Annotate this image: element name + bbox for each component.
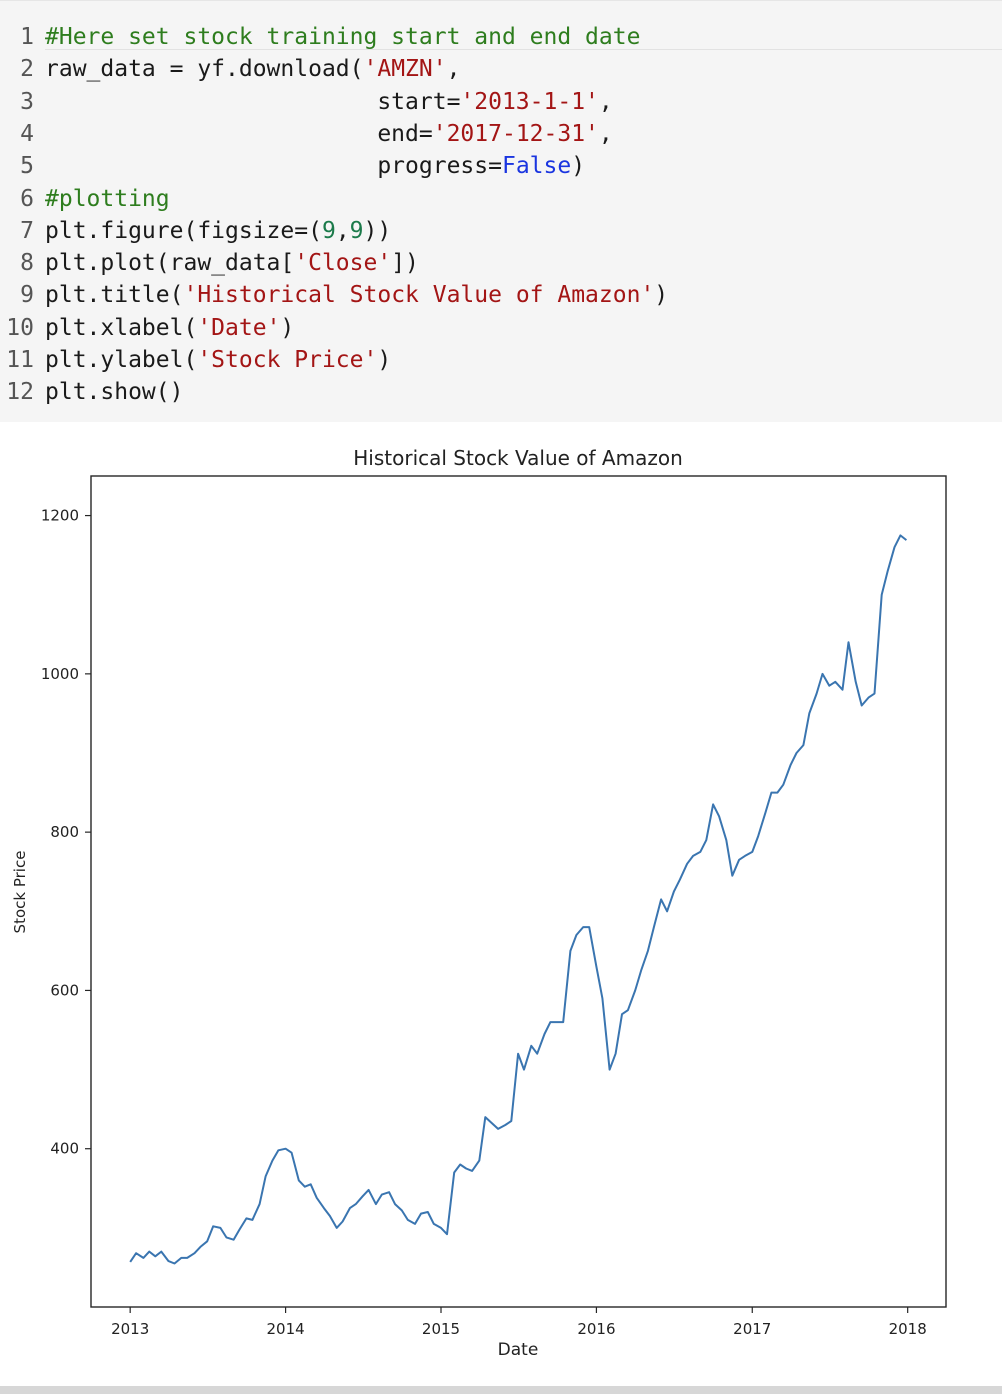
code-token: ]) <box>391 250 419 277</box>
code-token: plt.plot(raw_data[ <box>45 250 295 277</box>
chart-title: Historical Stock Value of Amazon <box>353 446 683 470</box>
code-line[interactable]: 12 plt.show() <box>0 376 183 408</box>
line-number: 5 <box>20 153 34 180</box>
code-token: , <box>335 217 350 244</box>
code-token: 9 <box>321 217 336 244</box>
code-line[interactable]: 1 #Here set stock training start and end … <box>0 21 640 53</box>
code-token: 9 <box>349 217 364 244</box>
code-token: '2017-12-31' <box>432 120 599 147</box>
code-line[interactable]: 7 plt.figure(figsize=(9,9)) <box>0 215 391 247</box>
x-tick-label: 2015 <box>422 1320 460 1338</box>
code-token: 'Stock Price' <box>197 347 378 373</box>
series-line-close <box>129 534 908 1265</box>
code-line[interactable]: 2 raw_data = yf.download('AMZN', <box>0 53 460 85</box>
code-token: 'Historical Stock Value of Amazon' <box>183 282 655 309</box>
code-token: plt.figure(figsize=( <box>45 217 322 244</box>
code-line[interactable]: 9 plt.title('Historical Stock Value of Am… <box>0 279 668 311</box>
code-token: raw_data = yf.download( <box>45 56 364 83</box>
code-token: , <box>446 56 461 83</box>
code-token: False <box>501 153 572 180</box>
code-token: plt.show() <box>45 379 184 406</box>
code-token: )) <box>363 217 392 244</box>
code-line[interactable]: 6 #plotting <box>0 183 170 215</box>
code-token: ) <box>280 314 295 341</box>
code-token: end= <box>45 120 433 147</box>
line-chart: Historical Stock Value of Amazon 400 600 8… <box>11 446 947 1360</box>
code-token: '2013-1-1' <box>460 88 599 115</box>
code-token: ) <box>377 347 392 373</box>
x-axis: 2013 2014 2015 2016 2017 2018 <box>111 1307 927 1338</box>
x-tick-label: 2013 <box>111 1320 149 1338</box>
y-tick-label: 1200 <box>41 507 79 525</box>
code-line[interactable]: 10 plt.xlabel('Date') <box>0 312 294 344</box>
line-number: 6 <box>20 185 34 212</box>
line-number: 9 <box>20 282 34 309</box>
y-tick-label: 400 <box>50 1140 79 1158</box>
y-axis-label: Stock Price <box>11 851 29 934</box>
y-tick-label: 600 <box>50 981 79 999</box>
code-token: plt.xlabel( <box>45 314 198 341</box>
cell-output: Historical Stock Value of Amazon 400 600 8… <box>0 422 1002 1388</box>
code-line[interactable]: 5 progress=False) <box>0 150 585 182</box>
code-token: ) <box>654 282 669 309</box>
line-number: 4 <box>20 120 34 147</box>
x-tick-label: 2016 <box>577 1320 615 1338</box>
current-line-highlight <box>45 49 1002 50</box>
code-token: 'Date' <box>197 314 281 341</box>
x-tick-label: 2014 <box>266 1320 304 1338</box>
plot-area-frame <box>90 475 947 1308</box>
code-token: plt.ylabel( <box>45 347 198 373</box>
code-line[interactable]: 11 plt.ylabel('Stock Price') <box>0 344 391 376</box>
code-line[interactable]: 8 plt.plot(raw_data['Close']) <box>0 247 419 279</box>
code-token: 'Close' <box>294 250 392 277</box>
code-token: #Here set stock training start and end d… <box>45 24 641 50</box>
code-line[interactable]: 3 start='2013-1-1', <box>0 86 613 118</box>
line-number: 11 <box>6 347 34 373</box>
code-token: progress= <box>45 153 502 180</box>
code-token: start= <box>45 88 461 115</box>
code-token: plt.title( <box>45 282 184 309</box>
y-tick-label: 1000 <box>41 665 79 683</box>
cell-bottom-border <box>0 1386 1002 1394</box>
x-tick-label: 2018 <box>889 1320 927 1338</box>
y-tick-label: 800 <box>50 823 79 841</box>
line-number: 8 <box>20 250 34 277</box>
y-axis: 400 600 800 1000 1200 <box>41 507 91 1158</box>
line-number: 10 <box>6 314 34 341</box>
line-number: 3 <box>20 88 34 115</box>
x-tick-label: 2017 <box>733 1320 771 1338</box>
code-token: , <box>598 120 613 147</box>
code-token: 'AMZN' <box>363 56 447 83</box>
line-number: 1 <box>20 24 34 50</box>
code-cell[interactable]: 1 #Here set stock training start and end … <box>0 0 1002 422</box>
code-token: #plotting <box>45 185 170 212</box>
code-line[interactable]: 4 end='2017-12-31', <box>0 118 613 150</box>
line-number: 2 <box>20 56 34 83</box>
code-token: , <box>598 88 613 115</box>
line-number: 7 <box>20 217 34 244</box>
code-token: ) <box>571 153 586 180</box>
x-axis-label: Date <box>498 1340 539 1360</box>
line-number: 12 <box>6 379 34 406</box>
